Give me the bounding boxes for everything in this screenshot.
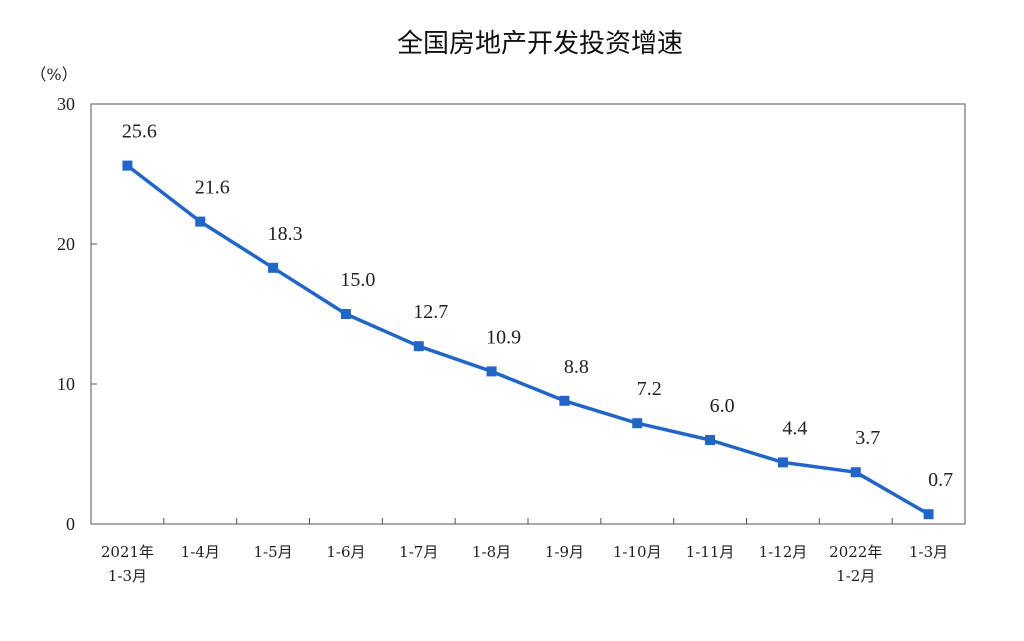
data-label: 18.3 (268, 223, 303, 245)
x-tick-label: 2021年 (101, 543, 154, 561)
x-tick-label: 1-8月 (472, 543, 511, 561)
data-label: 10.9 (486, 326, 521, 348)
data-label: 3.7 (855, 427, 880, 449)
data-point (122, 160, 133, 171)
x-tick-label: 1-11月 (686, 543, 735, 561)
plot-area (90, 103, 966, 525)
series-line (126, 164, 930, 516)
data-point (340, 309, 351, 319)
chart-title: 全国房地产开发投资增速 (397, 29, 683, 59)
x-tick-label: 1-3月 (108, 567, 147, 585)
x-tick-label: 1-12月 (759, 543, 808, 561)
data-label: 25.6 (122, 121, 157, 143)
data-point (632, 418, 643, 429)
data-point (413, 341, 424, 352)
x-tick-label: 1-4月 (181, 543, 220, 561)
data-label: 6.0 (710, 395, 735, 417)
x-axis: 2021年 1-3月 1-4月 1-5月 1-6月 1-7月 1-8月 1-9月 1-10月 1-… (101, 518, 948, 585)
series-markers (122, 160, 934, 520)
data-point (486, 366, 497, 377)
x-tick-label: 1-6月 (326, 543, 365, 561)
data-point (777, 457, 788, 468)
y-tick-label: 0 (66, 514, 75, 534)
x-tick-label: 1-5月 (254, 543, 293, 561)
data-label: 8.8 (564, 356, 589, 378)
x-tick-label: 1-9月 (545, 543, 584, 561)
y-axis: 0 10 20 30 (57, 94, 97, 534)
y-tick-label: 20 (57, 234, 75, 254)
y-tick-label: 10 (57, 374, 75, 394)
data-point (268, 262, 279, 273)
data-point (559, 395, 570, 406)
x-tick-label: 1-3月 (909, 543, 948, 561)
data-point (923, 509, 934, 520)
data-label: 21.6 (195, 177, 230, 199)
data-label: 7.2 (637, 378, 662, 400)
x-tick-label: 1-7月 (399, 543, 438, 561)
data-point (850, 467, 861, 478)
data-label: 4.4 (782, 417, 807, 439)
data-label: 15.0 (340, 269, 375, 291)
data-label: 0.7 (928, 469, 953, 491)
x-tick-label: 2022年 (829, 543, 882, 561)
data-point (705, 435, 716, 445)
data-label: 12.7 (413, 301, 448, 323)
x-tick-label: 1-2月 (836, 567, 875, 585)
x-tick-label: 1-10月 (613, 543, 662, 561)
data-labels: 25.6 21.6 18.3 15.0 12.7 10.9 8.8 7.2 6.0 4.4 3.7 0… (122, 121, 953, 492)
y-tick-label: 30 (57, 94, 75, 114)
y-axis-unit: （%） (30, 65, 77, 84)
data-point (195, 216, 206, 227)
